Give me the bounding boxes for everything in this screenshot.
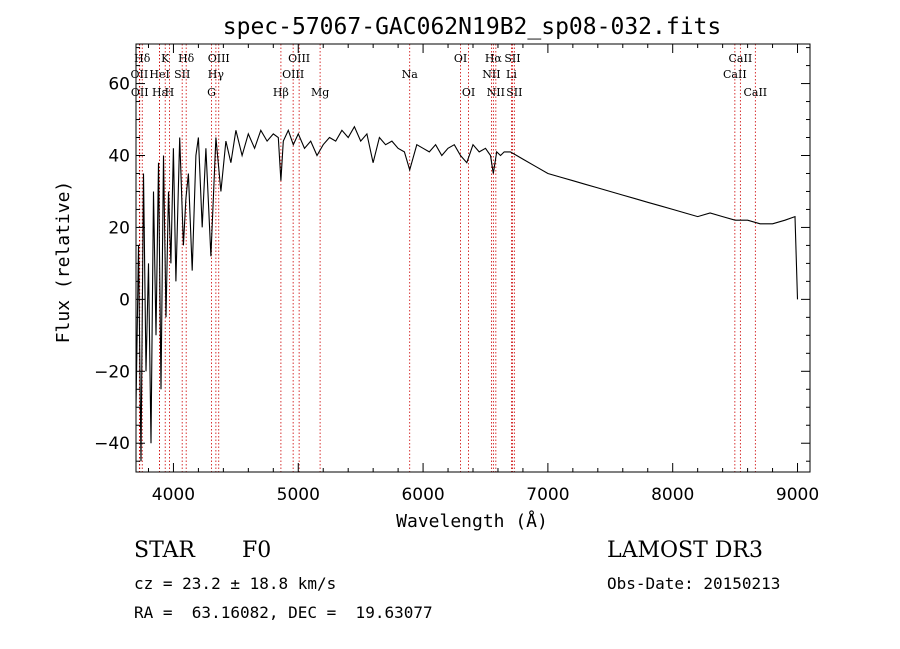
spectral-line-label: Hδ [178,52,195,65]
plot-frame [135,43,811,473]
y-tick-label: 60 [108,75,130,95]
spectral-line-label: CaII [723,68,747,81]
spectral-line-label: K [161,52,170,65]
y-tick-label: −20 [94,362,130,382]
x-axis-ticks: 4000 5000 6000 7000 8000 9000 [147,44,819,505]
spectral-line-label: OIII [282,68,304,81]
x-tick-label: 4000 [152,485,195,505]
spectral-line-label: Mg [311,86,329,99]
object-class: STAR [134,538,195,563]
spectral-line-markers [138,44,756,472]
chart-title: spec-57067-GAC062N19B2_sp08-032.fits [223,14,722,40]
spectral-line-label: CaII [729,52,753,65]
y-axis-ticks: −40 −20 0 20 40 60 [94,47,810,462]
ra-dec: RA = 63.16082, DEC = 19.63077 [134,603,433,622]
spectral-line-label: SII [174,68,190,81]
spectral-line-label: SII [504,52,520,65]
x-tick-label: 7000 [526,485,569,505]
spectral-line-label: Hε [152,86,168,99]
spectral-line-label: OII [131,68,149,81]
obs-date: Obs-Date: 20150213 [607,574,781,593]
spectral-line-label: NII [482,68,500,81]
x-tick-label: 8000 [651,485,694,505]
spectral-line-label: Hγ [208,68,225,81]
y-tick-label: 20 [108,218,130,238]
spectral-line-label: OIII [208,52,230,65]
x-tick-label: 5000 [277,485,320,505]
spectral-line-label: H [165,86,175,99]
x-tick-label: 9000 [776,485,819,505]
spectral-line-label: Na [402,68,419,81]
spectral-line-label: CaII [743,86,767,99]
spectral-line-labels: Hδ OII OII K HeI Hε SII H Hδ OIII Hγ G Hβ OIII OIII Mg N… [131,52,768,99]
spectral-line-label: Hβ [273,86,289,99]
spectral-line-label: OII [131,86,149,99]
spectral-line-label: Hα [485,52,503,65]
spectral-line-label: Hδ [134,52,151,65]
redshift-cz: cz = 23.2 ± 18.8 km/s [134,574,337,593]
spectral-line-label: OI [454,52,467,65]
object-subclass: F0 [242,538,272,563]
spectral-line-label: OIII [288,52,310,65]
x-tick-label: 6000 [401,485,444,505]
x-axis-label: Wavelength (Å) [396,510,548,532]
y-tick-label: 0 [119,290,130,310]
spectral-line-label: NII [487,86,505,99]
survey-label: LAMOST DR3 [607,538,763,563]
y-tick-label: 40 [108,146,130,166]
spectral-line-label: HeI [149,68,169,81]
spectral-line-label: Li [506,68,517,81]
spectral-line-label: SII [506,86,522,99]
spectral-line-label: G [207,86,216,99]
spectrum-line [135,125,799,462]
y-axis-label: Flux (relative) [53,181,74,344]
y-tick-label: −40 [94,434,130,454]
spectral-line-label: OI [462,86,475,99]
